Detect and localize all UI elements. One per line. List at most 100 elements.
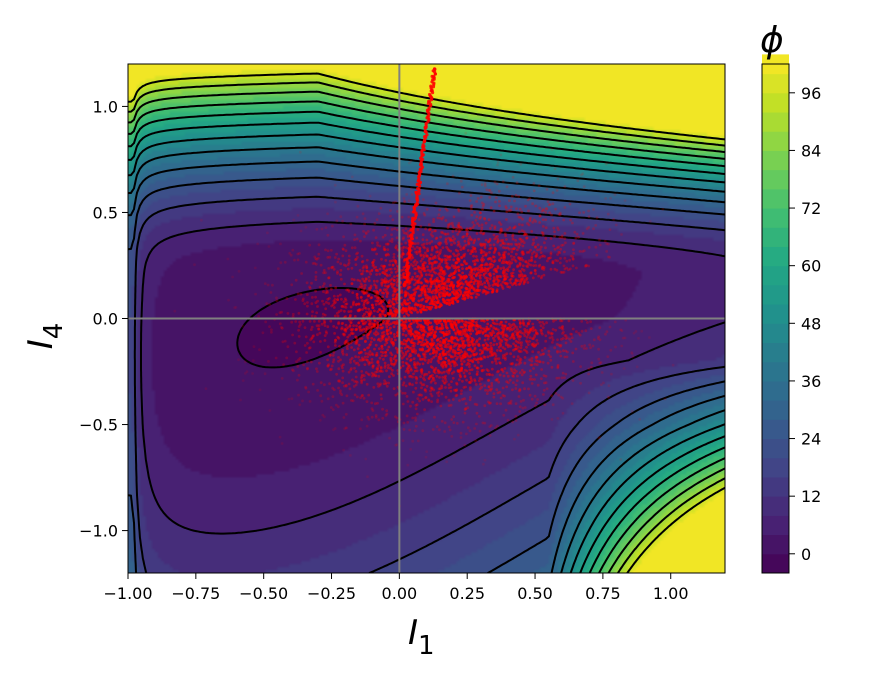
scatter-point bbox=[430, 253, 433, 257]
scatter-point bbox=[383, 264, 386, 268]
scatter-point bbox=[557, 228, 560, 232]
scatter-point bbox=[511, 374, 515, 378]
scatter-point bbox=[307, 390, 310, 394]
scatter-point bbox=[551, 261, 555, 264]
scatter-point bbox=[384, 351, 388, 354]
scatter-point bbox=[405, 278, 409, 282]
scatter-point bbox=[534, 255, 538, 258]
scatter-point bbox=[481, 232, 485, 236]
scatter-point bbox=[440, 347, 444, 350]
scatter-point bbox=[415, 377, 419, 381]
scatter-point bbox=[495, 402, 499, 405]
scatter-point bbox=[376, 382, 380, 386]
scatter-point bbox=[503, 356, 507, 359]
colorbar-band bbox=[762, 419, 789, 440]
scatter-point bbox=[469, 376, 473, 379]
scatter-point bbox=[460, 319, 464, 322]
scatter-point bbox=[482, 368, 485, 372]
scatter-point bbox=[465, 432, 468, 436]
scatter-point bbox=[455, 381, 458, 385]
scatter-point bbox=[413, 272, 417, 275]
scatter-point bbox=[539, 276, 543, 280]
scatter-point bbox=[305, 312, 309, 316]
scatter-point bbox=[338, 380, 341, 383]
colorbar-band bbox=[762, 457, 789, 478]
scatter-point bbox=[511, 237, 515, 241]
scatter-point bbox=[598, 326, 602, 329]
scatter-point bbox=[367, 417, 371, 421]
scatter-point bbox=[495, 274, 499, 278]
scatter-point bbox=[390, 240, 394, 244]
scatter-point bbox=[422, 212, 426, 215]
scatter-point bbox=[444, 374, 447, 378]
colorbar-tick-label: 24 bbox=[801, 430, 821, 449]
scatter-point bbox=[490, 367, 494, 371]
scatter-point bbox=[421, 143, 425, 147]
scatter-point bbox=[607, 255, 610, 259]
scatter-point bbox=[409, 404, 412, 408]
scatter-point bbox=[412, 372, 415, 376]
scatter-point bbox=[401, 320, 405, 324]
scatter-point bbox=[409, 159, 413, 163]
scatter-point bbox=[520, 267, 524, 271]
scatter-point bbox=[533, 345, 536, 348]
scatter-point bbox=[501, 394, 505, 397]
scatter-point bbox=[425, 133, 429, 137]
scatter-point bbox=[294, 320, 298, 323]
scatter-point bbox=[392, 201, 395, 205]
scatter-point bbox=[341, 321, 345, 325]
scatter-point bbox=[415, 261, 419, 264]
scatter-point bbox=[538, 214, 542, 218]
scatter-point bbox=[293, 258, 296, 262]
scatter-point bbox=[530, 342, 534, 346]
scatter-point bbox=[570, 336, 574, 339]
scatter-point bbox=[370, 247, 374, 251]
scatter-point bbox=[534, 272, 537, 276]
scatter-point bbox=[408, 285, 412, 289]
scatter-point bbox=[519, 162, 523, 166]
scatter-point bbox=[374, 269, 378, 272]
scatter-point bbox=[589, 327, 593, 330]
scatter-point bbox=[494, 235, 498, 239]
scatter-point bbox=[544, 207, 548, 210]
scatter-point bbox=[545, 187, 549, 191]
scatter-point bbox=[453, 364, 456, 368]
scatter-point bbox=[313, 262, 317, 265]
scatter-point bbox=[302, 363, 305, 367]
scatter-point bbox=[430, 265, 434, 269]
scatter-point bbox=[451, 398, 455, 401]
scatter-point bbox=[342, 363, 345, 366]
scatter-point bbox=[434, 381, 437, 385]
scatter-point bbox=[485, 325, 489, 329]
scatter-point bbox=[604, 332, 607, 336]
scatter-point bbox=[454, 389, 458, 392]
scatter-point bbox=[411, 275, 414, 279]
scatter-point bbox=[479, 268, 483, 272]
scatter-point bbox=[563, 267, 567, 271]
scatter-point bbox=[541, 352, 545, 356]
scatter-point bbox=[613, 320, 617, 324]
scatter-point bbox=[340, 393, 344, 396]
contour-line bbox=[128, 90, 725, 573]
scatter-point bbox=[349, 310, 353, 313]
scatter-point bbox=[501, 180, 505, 183]
scatter-point bbox=[388, 259, 392, 263]
scatter-point bbox=[608, 255, 611, 259]
scatter-point bbox=[471, 291, 475, 295]
scatter-point bbox=[479, 352, 482, 356]
scatter-point bbox=[252, 345, 256, 349]
scatter-point bbox=[360, 286, 363, 289]
scatter-point bbox=[361, 212, 365, 216]
scatter-point bbox=[440, 266, 444, 270]
scatter-point bbox=[444, 364, 448, 367]
scatter-point bbox=[584, 264, 587, 268]
scatter-point bbox=[343, 327, 347, 331]
scatter-point bbox=[522, 371, 526, 375]
scatter-point bbox=[370, 361, 374, 364]
scatter-point bbox=[380, 354, 384, 357]
scatter-point bbox=[470, 238, 473, 242]
scatter-point bbox=[492, 279, 495, 283]
scatter-point bbox=[329, 353, 332, 357]
scatter-point bbox=[323, 383, 326, 387]
scatter-point bbox=[310, 336, 314, 340]
